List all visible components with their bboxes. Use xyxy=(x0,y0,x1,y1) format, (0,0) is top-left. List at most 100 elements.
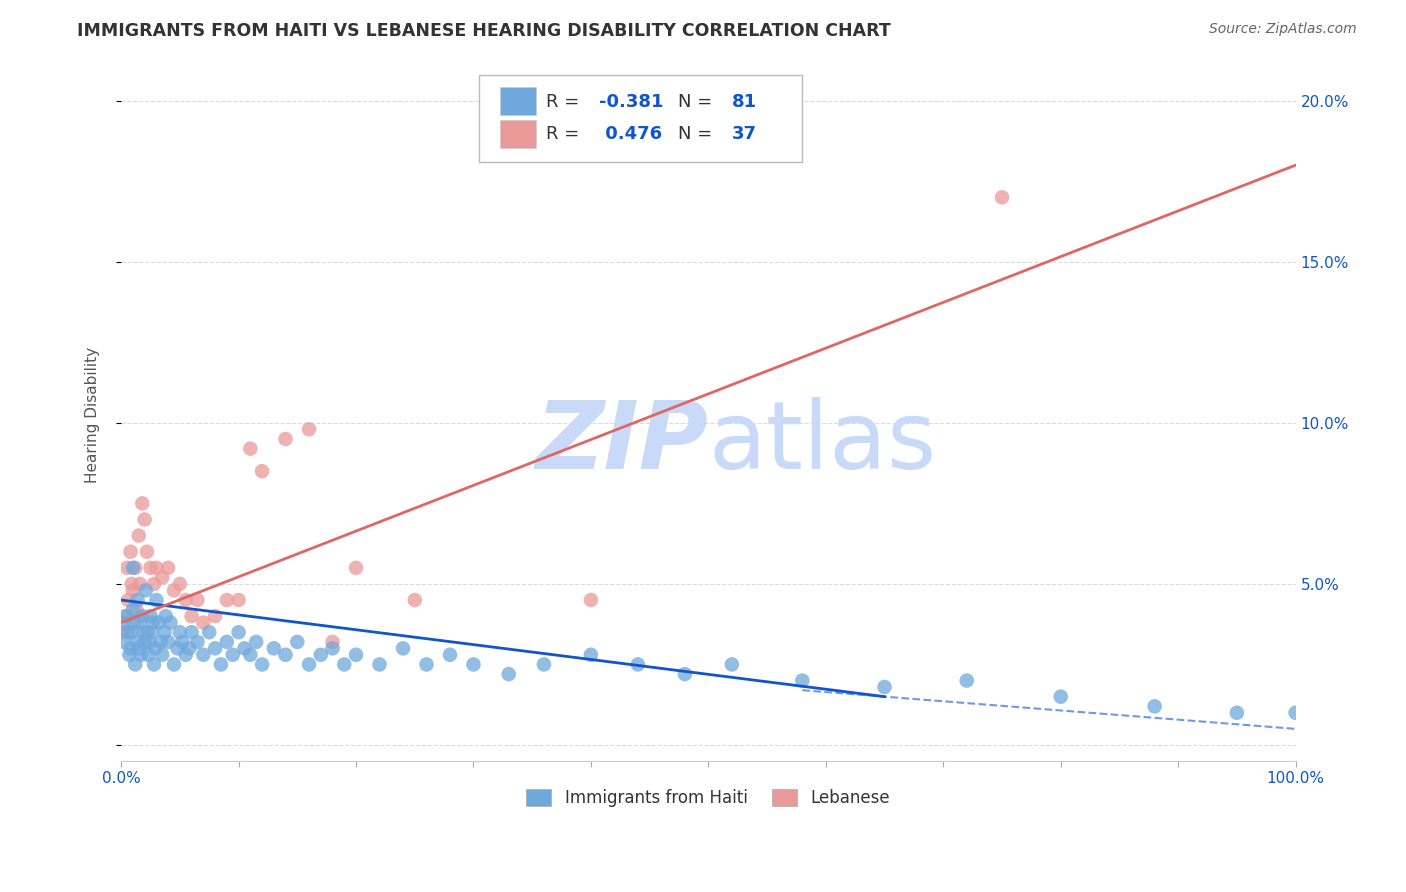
Point xyxy=(204,609,226,624)
Point xyxy=(204,641,226,656)
Point xyxy=(250,464,273,478)
Point xyxy=(136,648,159,662)
Point xyxy=(721,657,744,672)
Point xyxy=(128,641,150,656)
Point xyxy=(112,635,135,649)
Point xyxy=(120,544,142,558)
Point xyxy=(233,641,256,656)
Point xyxy=(112,625,135,640)
Point xyxy=(239,648,262,662)
Point xyxy=(124,561,146,575)
Point xyxy=(579,593,602,607)
Point xyxy=(172,635,194,649)
Point xyxy=(166,641,188,656)
Point xyxy=(1049,690,1071,704)
Point xyxy=(136,625,159,640)
Text: 37: 37 xyxy=(733,125,756,144)
Point xyxy=(153,625,176,640)
Point xyxy=(439,648,461,662)
Point xyxy=(186,593,208,607)
Point xyxy=(117,593,139,607)
Point xyxy=(139,609,162,624)
Point xyxy=(150,635,173,649)
Point xyxy=(322,641,344,656)
Point xyxy=(131,496,153,510)
Legend: Immigrants from Haiti, Lebanese: Immigrants from Haiti, Lebanese xyxy=(517,780,898,815)
Point xyxy=(129,648,152,662)
Point xyxy=(157,635,180,649)
Point xyxy=(145,561,167,575)
Point xyxy=(121,577,143,591)
Point xyxy=(132,625,155,640)
Text: 0.476: 0.476 xyxy=(599,125,662,144)
Point xyxy=(991,190,1014,204)
Point xyxy=(135,583,157,598)
Point xyxy=(115,609,138,624)
Text: -0.381: -0.381 xyxy=(599,93,664,111)
Point xyxy=(463,657,485,672)
Text: Source: ZipAtlas.com: Source: ZipAtlas.com xyxy=(1209,22,1357,37)
Point xyxy=(174,593,197,607)
Point xyxy=(333,657,356,672)
Point xyxy=(344,648,367,662)
Text: R =: R = xyxy=(547,125,585,144)
Point xyxy=(627,657,650,672)
Point xyxy=(159,615,181,630)
Point xyxy=(122,602,145,616)
Point xyxy=(298,422,321,436)
Point xyxy=(118,648,141,662)
Point xyxy=(1143,699,1166,714)
Point xyxy=(122,583,145,598)
Point xyxy=(245,635,267,649)
Point xyxy=(142,615,165,630)
Point xyxy=(274,648,297,662)
Point xyxy=(193,615,215,630)
Point xyxy=(127,593,149,607)
Point xyxy=(150,648,173,662)
Point xyxy=(415,657,437,672)
Point xyxy=(174,648,197,662)
Point xyxy=(138,635,160,649)
Point xyxy=(143,577,166,591)
Point xyxy=(228,593,250,607)
Point xyxy=(169,577,191,591)
Point xyxy=(125,602,148,616)
Point xyxy=(145,593,167,607)
Point xyxy=(125,635,148,649)
Point xyxy=(131,609,153,624)
Text: 81: 81 xyxy=(733,93,756,111)
Point xyxy=(298,657,321,672)
Point xyxy=(136,544,159,558)
Text: IMMIGRANTS FROM HAITI VS LEBANESE HEARING DISABILITY CORRELATION CHART: IMMIGRANTS FROM HAITI VS LEBANESE HEARIN… xyxy=(77,22,891,40)
Point xyxy=(274,432,297,446)
Point xyxy=(1226,706,1249,720)
Point xyxy=(368,657,391,672)
Point xyxy=(117,625,139,640)
Point xyxy=(873,680,896,694)
FancyBboxPatch shape xyxy=(479,76,803,162)
Point xyxy=(122,615,145,630)
Point xyxy=(228,625,250,640)
Point xyxy=(134,635,156,649)
Text: atlas: atlas xyxy=(709,397,936,489)
Point xyxy=(344,561,367,575)
Point xyxy=(143,641,166,656)
Text: N =: N = xyxy=(678,93,718,111)
Point xyxy=(285,635,308,649)
Point xyxy=(392,641,415,656)
Point xyxy=(115,561,138,575)
Point xyxy=(404,593,426,607)
Point xyxy=(215,593,238,607)
Point xyxy=(309,648,332,662)
Point xyxy=(956,673,979,688)
Point xyxy=(122,561,145,575)
Point xyxy=(157,561,180,575)
Point xyxy=(579,648,602,662)
Point xyxy=(193,648,215,662)
Point xyxy=(120,641,142,656)
Point xyxy=(209,657,232,672)
Point xyxy=(114,609,136,624)
Point xyxy=(128,528,150,542)
Point xyxy=(263,641,285,656)
Point xyxy=(533,657,555,672)
